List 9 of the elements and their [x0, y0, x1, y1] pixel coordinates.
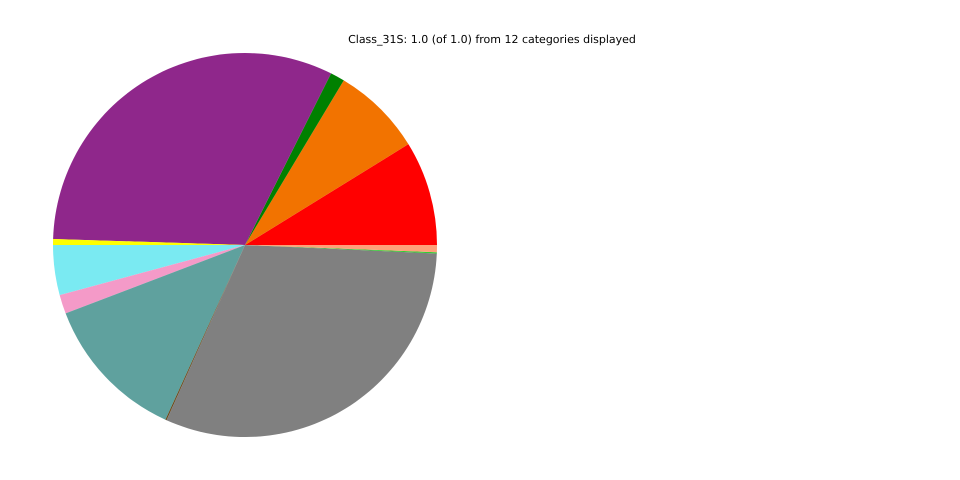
pie-slice [245, 144, 437, 245]
pie-slice [66, 245, 245, 420]
pie-slice [245, 80, 408, 245]
pie-slice [60, 245, 245, 314]
text: Class_31S: 1.0 (of 1.0) from 12 categories displayed [348, 33, 636, 46]
pie-slice [53, 53, 332, 245]
pie-slice [166, 245, 437, 437]
pie-slice [53, 245, 245, 296]
pie-slice [245, 73, 344, 245]
